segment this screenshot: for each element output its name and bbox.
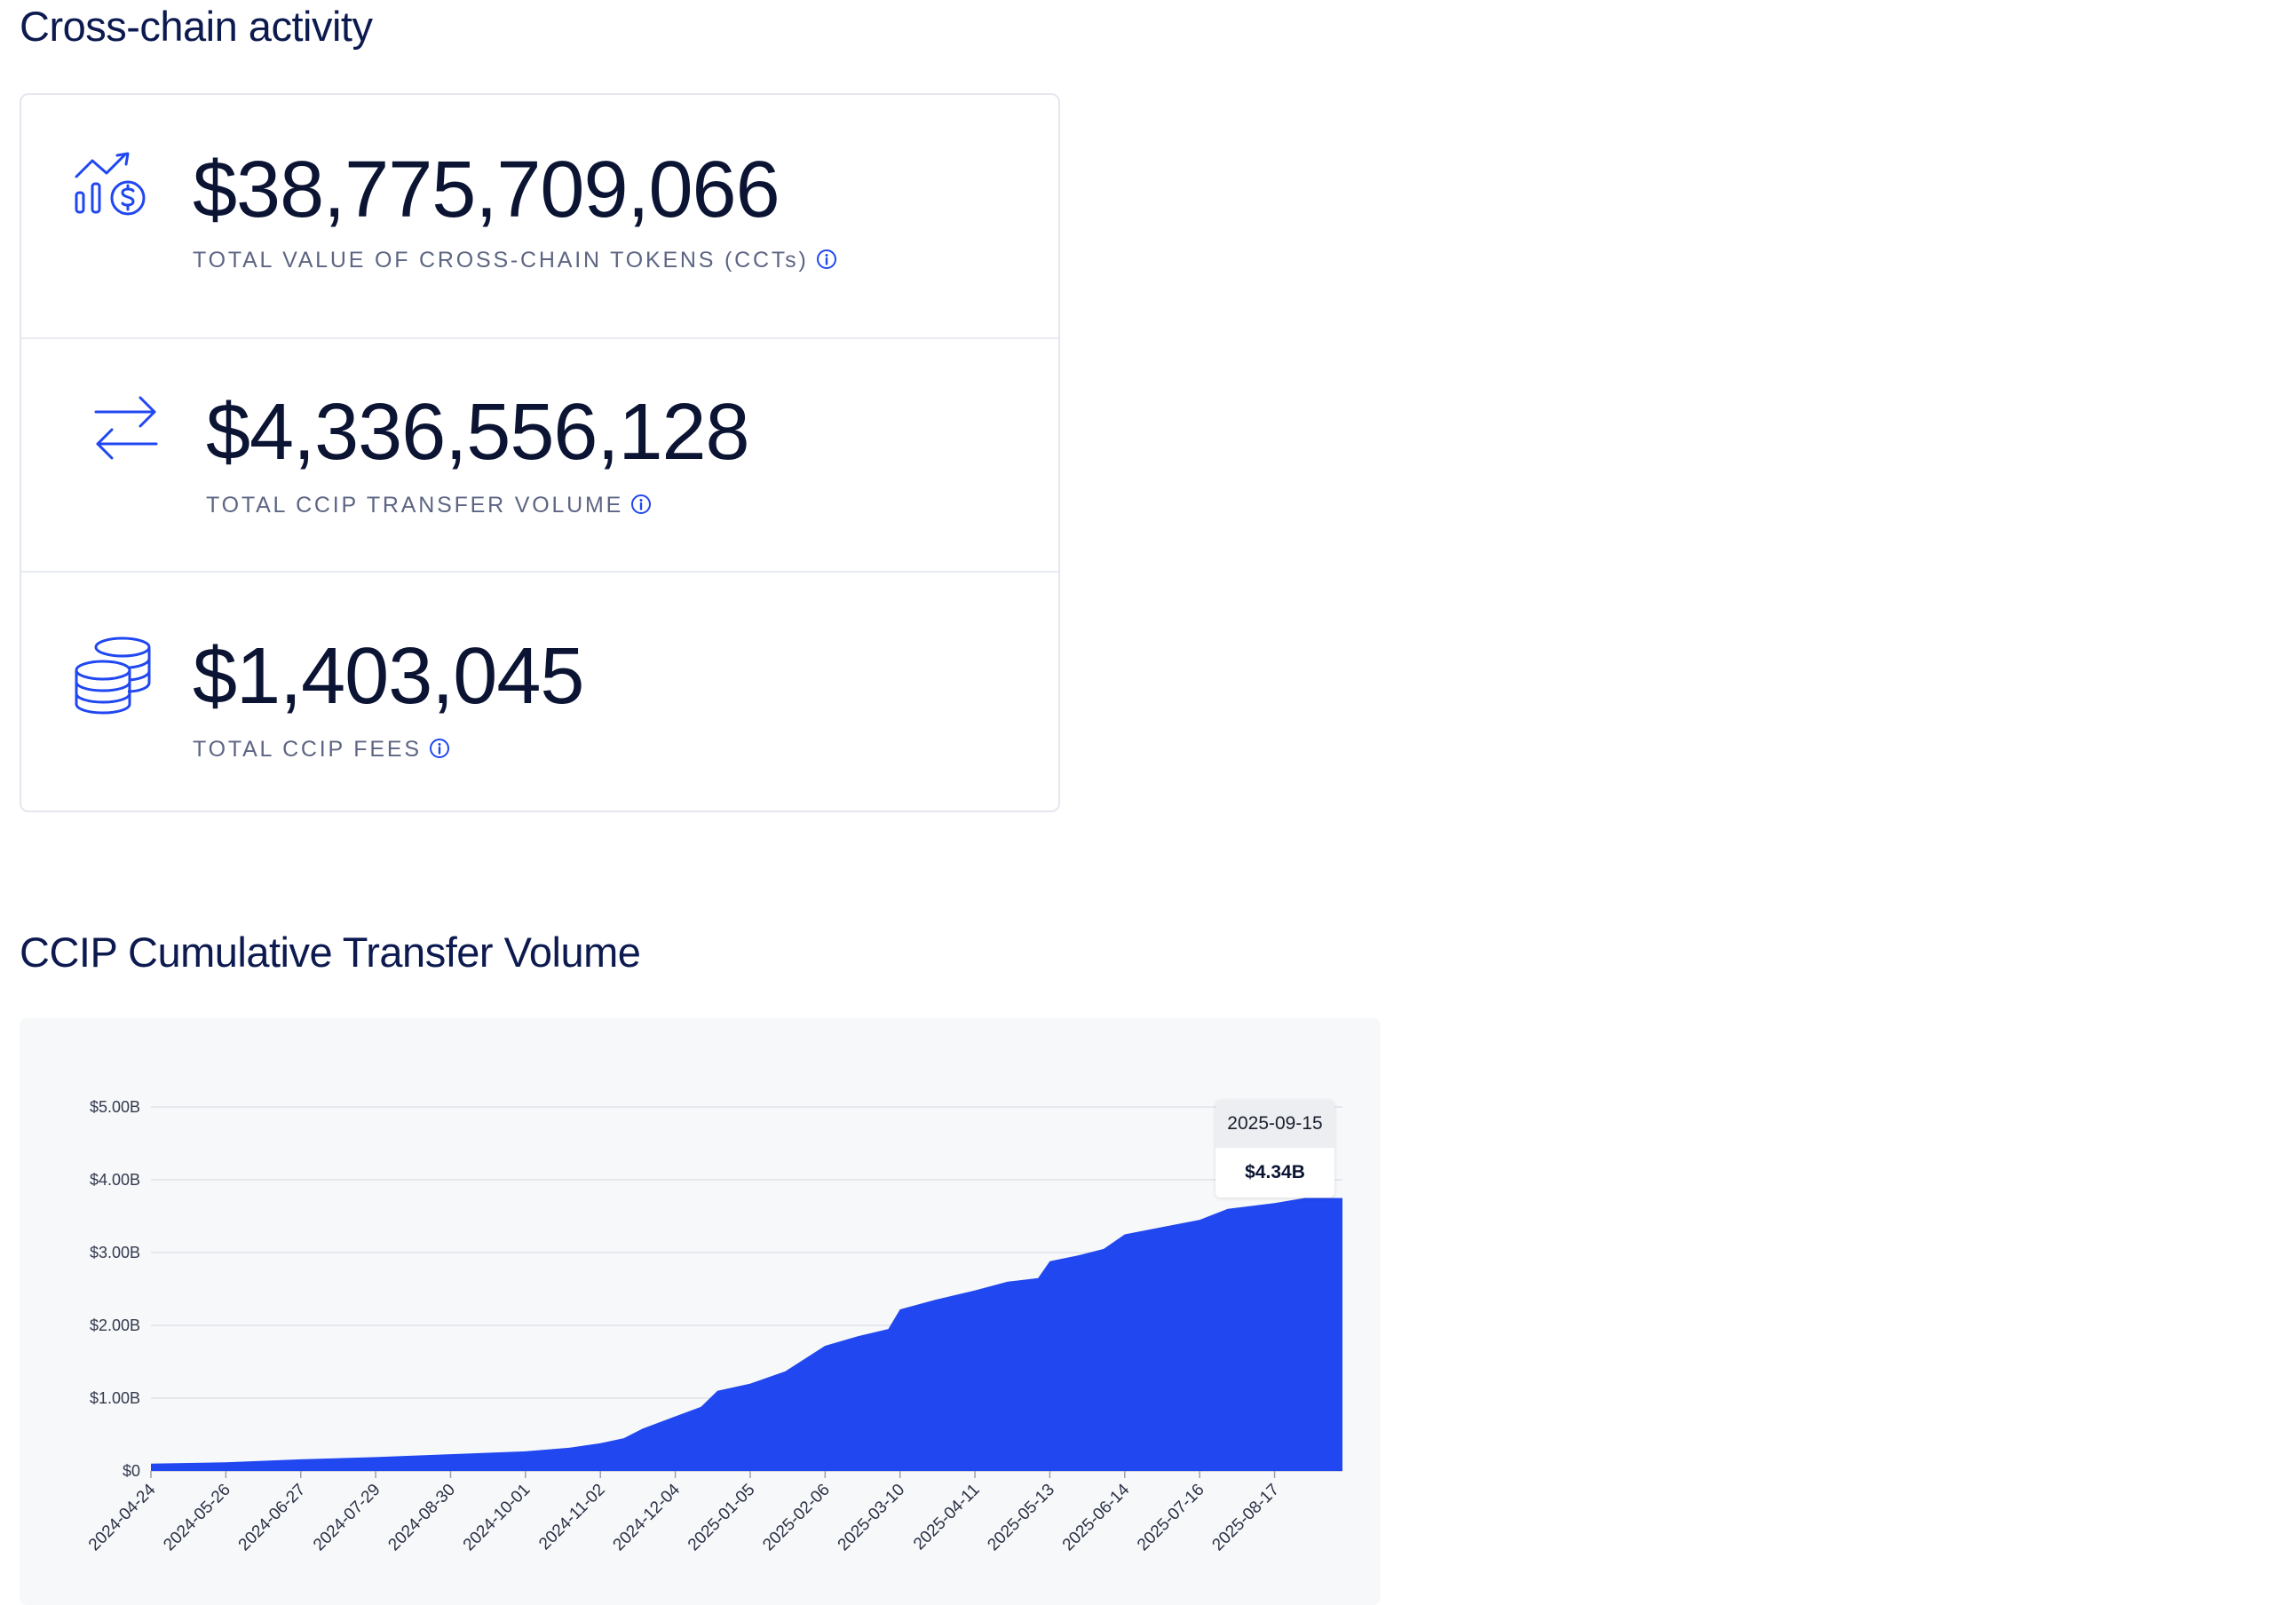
stat-label-text: TOTAL CCIP TRANSFER VOLUME: [206, 493, 624, 518]
series-area: [151, 1198, 1342, 1471]
tooltip-date: 2025-09-15: [1215, 1100, 1334, 1148]
x-tick-label: 2025-05-13: [984, 1481, 1058, 1555]
stats-card: $38,775,709,066 TOTAL VALUE OF CROSS-CHA…: [20, 93, 1060, 812]
info-icon[interactable]: [630, 494, 652, 515]
x-tick-label: 2024-12-04: [610, 1480, 685, 1554]
y-tick-label: $1.00B: [90, 1389, 140, 1407]
x-tick-label: 2025-04-11: [910, 1481, 984, 1554]
series-area-path: [151, 1198, 1342, 1471]
section-title: Cross-chain activity: [20, 3, 373, 50]
x-tick-label: 2024-06-27: [235, 1481, 310, 1555]
x-tick-label: 2025-02-06: [759, 1481, 834, 1555]
x-tick-label: 2025-06-14: [1059, 1480, 1134, 1554]
info-icon[interactable]: [429, 738, 450, 759]
x-tick-label: 2024-10-01: [460, 1481, 534, 1555]
coins-icon: [75, 636, 151, 715]
x-tick-label: 2024-07-29: [310, 1481, 384, 1555]
x-tick-label: 2024-05-26: [160, 1481, 234, 1555]
x-tick-label: 2024-08-30: [384, 1481, 459, 1555]
chart-card: $0 $1.00B $2.00B $3.00B $4.00B $5.00B 2024-04…: [20, 1018, 1381, 1605]
stat-label-text: TOTAL VALUE OF CROSS-CHAIN TOKENS (CCTs): [193, 248, 809, 273]
chart-tooltip: 2025-09-15 $4.34B: [1215, 1100, 1334, 1198]
stat-label: TOTAL CCIP FEES: [193, 738, 450, 761]
stat-label-text: TOTAL CCIP FEES: [193, 737, 422, 762]
y-tick-label: $2.00B: [90, 1316, 140, 1334]
tooltip-value: $4.34B: [1215, 1148, 1334, 1198]
stat-row-transfer-volume: $4,336,556,128 TOTAL CCIP TRANSFER VOLUM…: [21, 328, 1058, 573]
chart-dollar-icon: [75, 152, 146, 216]
stat-label: TOTAL VALUE OF CROSS-CHAIN TOKENS (CCTs): [193, 249, 837, 272]
x-tick-label: 2025-07-16: [1134, 1481, 1208, 1555]
x-axis: 2024-04-24 2024-05-26 2024-06-27 2024-07-29…: [85, 1471, 1283, 1554]
chart-title: CCIP Cumulative Transfer Volume: [20, 929, 641, 976]
x-tick-label: 2025-08-17: [1208, 1481, 1283, 1555]
stat-value: $1,403,045: [193, 632, 584, 721]
x-tick-label: 2025-03-10: [835, 1481, 909, 1555]
y-tick-label: $3.00B: [90, 1244, 140, 1261]
y-axis: $0 $1.00B $2.00B $3.00B $4.00B $5.00B: [90, 1098, 140, 1480]
x-tick-label: 2024-11-02: [535, 1481, 609, 1554]
stat-value: $38,775,709,066: [193, 146, 780, 234]
stat-value: $4,336,556,128: [206, 388, 750, 477]
y-tick-label: $5.00B: [90, 1098, 140, 1116]
y-tick-label: $0: [123, 1462, 140, 1480]
y-tick-label: $4.00B: [90, 1171, 140, 1189]
x-tick-label: 2024-04-24: [85, 1480, 160, 1554]
cumulative-volume-chart[interactable]: $0 $1.00B $2.00B $3.00B $4.00B $5.00B 2024-04…: [20, 1018, 1381, 1605]
stat-row-fees: $1,403,045 TOTAL CCIP FEES: [21, 573, 1058, 812]
stat-row-cct-value: $38,775,709,066 TOTAL VALUE OF CROSS-CHA…: [21, 95, 1058, 339]
stat-label: TOTAL CCIP TRANSFER VOLUME: [206, 494, 652, 517]
info-icon[interactable]: [816, 249, 837, 270]
transfer-arrows-icon: [94, 396, 158, 460]
x-tick-label: 2025-01-05: [685, 1481, 759, 1555]
